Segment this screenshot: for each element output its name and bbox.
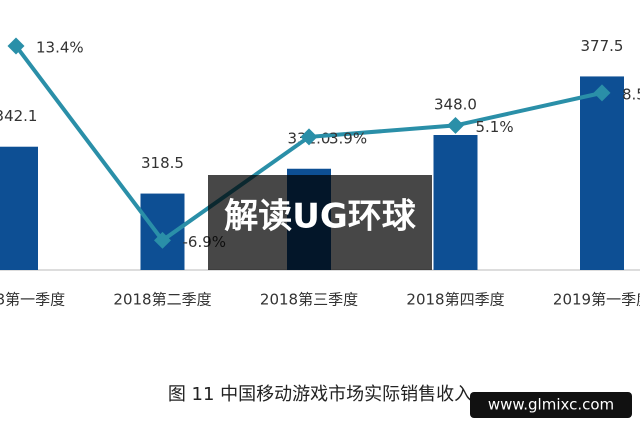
marker: [300, 128, 318, 146]
x-tick-label: 2018第一季度: [0, 291, 65, 309]
caption: 图 11 中国移动游戏市场实际销售收入: [168, 384, 472, 405]
bar: [433, 135, 478, 270]
bar: [580, 76, 624, 270]
bar: [0, 146, 38, 270]
bar-label: 377.5: [581, 37, 624, 55]
line-label: 5.1%: [476, 118, 514, 136]
watermark: www.glmixc.com: [488, 396, 614, 414]
overlay-title: 解读UG环球: [224, 197, 417, 237]
overlay-box: [208, 175, 432, 270]
x-tick-label: 2018第二季度: [113, 291, 211, 309]
x-tick-label: 2019第一季度: [553, 291, 640, 309]
line-label: 8.5%: [622, 85, 640, 103]
x-tick-label: 2018第四季度: [406, 291, 504, 309]
x-tick-label: 2018第三季度: [260, 291, 358, 309]
bar-label: 318.5: [141, 154, 184, 172]
watermark-box: [470, 392, 632, 418]
marker: [154, 231, 171, 249]
marker: [593, 84, 611, 102]
marker: [447, 116, 464, 134]
bar-label: 342.1: [0, 107, 37, 125]
line-label: 13.4%: [36, 38, 84, 56]
bar-label: 348.0: [434, 96, 477, 114]
line-label: 3.9%: [329, 129, 367, 147]
